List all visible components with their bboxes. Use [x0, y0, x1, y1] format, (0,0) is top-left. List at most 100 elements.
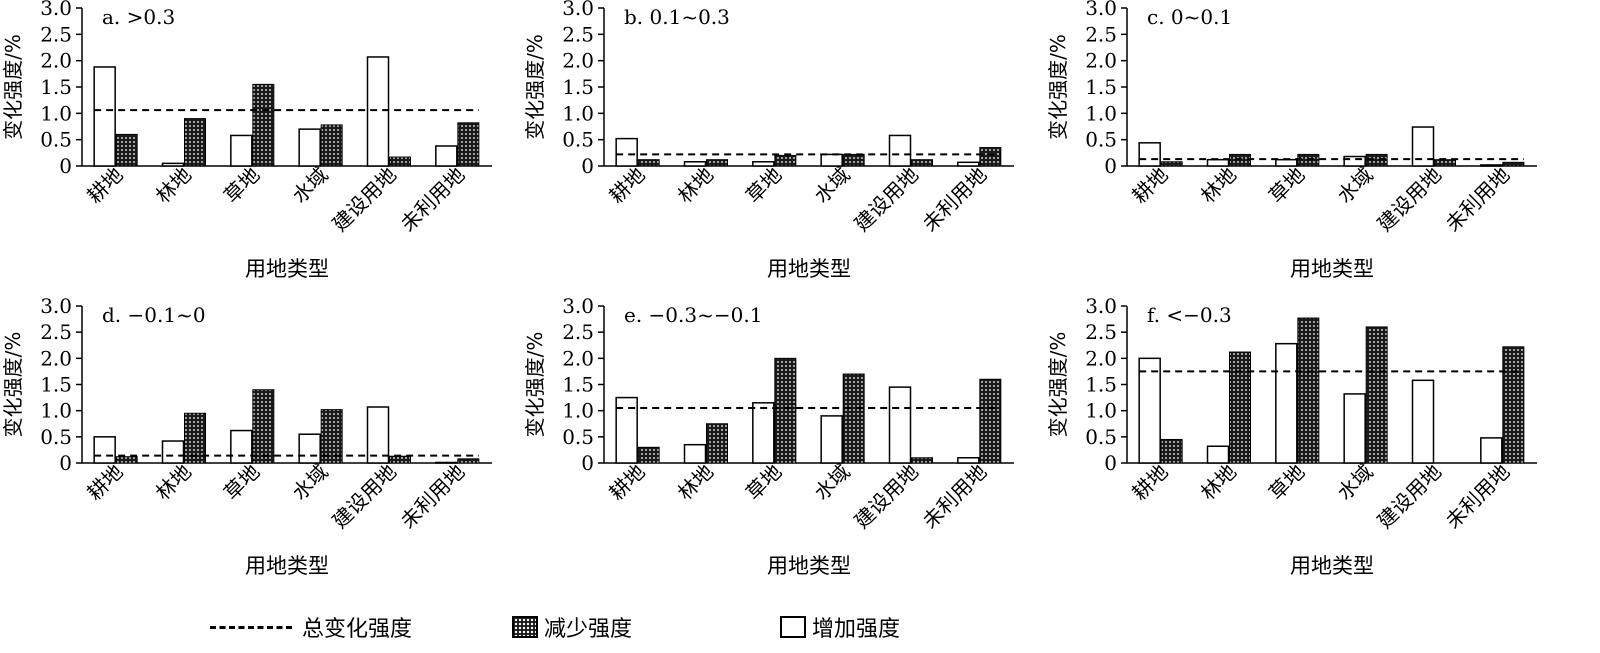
panel-title: d. −0.1~0 — [102, 303, 206, 327]
bar-increase — [1343, 155, 1366, 167]
y-tick-label: 0 — [581, 451, 594, 475]
bar-increase — [615, 137, 638, 167]
x-tick-label: 建设用地 — [327, 163, 401, 237]
bar-increase — [93, 436, 116, 464]
x-tick-label: 草地 — [1264, 460, 1309, 505]
bar-decrease — [706, 159, 728, 167]
y-tick-label: 2.5 — [562, 22, 594, 46]
y-tick-label: 1.0 — [562, 399, 594, 423]
x-tick-label: 未利用地 — [918, 460, 992, 534]
y-tick-label: 1.5 — [40, 373, 72, 397]
x-tick-label: 建设用地 — [1372, 163, 1446, 237]
bar-decrease — [1297, 317, 1320, 464]
y-axis-label: 变化强度/% — [1, 332, 25, 438]
x-tick-label: 建设用地 — [849, 460, 923, 534]
y-tick-label: 2.5 — [40, 320, 72, 344]
bar-decrease — [252, 83, 275, 167]
x-tick-label: 林地 — [151, 163, 196, 208]
bar-decrease — [774, 357, 797, 464]
y-axis-label: 变化强度/% — [1046, 332, 1070, 438]
y-tick-label: 2.5 — [562, 320, 594, 344]
bar-increase — [1411, 379, 1435, 464]
x-tick-label: 耕地 — [82, 460, 127, 505]
x-tick-label: 草地 — [219, 163, 264, 208]
bar-decrease — [911, 159, 933, 167]
y-tick-label: 0 — [59, 451, 72, 475]
x-tick-label: 耕地 — [1127, 163, 1172, 208]
y-tick-label: 2.5 — [40, 22, 72, 46]
x-tick-label: 未利用地 — [396, 460, 470, 534]
x-tick-label: 耕地 — [604, 460, 649, 505]
panel-title: e. −0.3~−0.1 — [624, 303, 762, 327]
chart-panel: 00.5 1.01.52.0 2.53.0 变化强度/% a. >0.3 耕地 林地 草地 水域… — [1, 0, 492, 281]
y-tick-label: 2.0 — [40, 49, 72, 73]
bar-increase — [615, 396, 638, 464]
x-tick-label: 耕地 — [82, 163, 127, 208]
bar-increase — [1206, 445, 1230, 464]
panel-title: c. 0~0.1 — [1147, 5, 1232, 29]
bar-increase — [93, 66, 116, 167]
bar-decrease — [706, 423, 728, 464]
bar-increase — [683, 161, 707, 167]
y-tick-label: 2.0 — [562, 346, 594, 370]
y-tick-label: 2.0 — [1085, 49, 1117, 73]
bar-increase — [888, 134, 912, 167]
panel-title: a. >0.3 — [102, 5, 175, 29]
bar-decrease — [774, 154, 797, 167]
y-tick-label: 3.0 — [40, 294, 72, 318]
y-tick-label: 0 — [1104, 451, 1117, 475]
x-tick-label: 未利用地 — [396, 163, 470, 237]
x-tick-label: 建设用地 — [1372, 460, 1446, 534]
x-tick-label: 草地 — [219, 460, 264, 505]
legend-increase-swatch — [780, 616, 806, 638]
bar-decrease — [184, 118, 206, 167]
bar-decrease — [115, 133, 138, 167]
y-tick-label: 0.5 — [1085, 128, 1117, 152]
x-tick-label: 水域 — [1332, 163, 1377, 208]
chart-panel: 00.51.01.5 2.02.53.0 变化强度/% d. −0.1~0 耕地 林地 草地… — [1, 294, 492, 578]
bar-increase — [957, 457, 980, 464]
bar-increase — [683, 443, 707, 464]
bar-decrease — [1297, 153, 1320, 167]
chart-panel: 00.5 1.01.52.0 2.53.0 变化强度/% c. 0~0.1 耕地 林地 草地水… — [1046, 0, 1537, 281]
bar-decrease — [637, 446, 660, 464]
y-tick-label: 1.0 — [1085, 399, 1117, 423]
bar-decrease — [911, 457, 933, 464]
y-tick-label: 3.0 — [562, 294, 594, 318]
x-tick-label: 未利用地 — [918, 163, 992, 237]
chart-panel: 00.51.01.5 2.02.53.0 变化强度/% e. −0.3~−0.1 耕地林… — [523, 294, 1014, 578]
bar-decrease — [1229, 351, 1251, 464]
bar-decrease — [320, 124, 343, 167]
legend-total: 总变化强度 — [210, 610, 412, 644]
bar-decrease — [1502, 161, 1525, 167]
legend-increase: 增加强度 — [780, 610, 900, 644]
bar-increase — [1480, 164, 1503, 167]
y-tick-label: 3.0 — [1085, 294, 1117, 318]
bar-increase — [298, 433, 321, 464]
bar-decrease — [1229, 153, 1251, 167]
x-axis-label: 用地类型 — [767, 554, 851, 578]
y-tick-label: 0.5 — [40, 425, 72, 449]
y-tick-label: 0.5 — [40, 128, 72, 152]
y-tick-label: 0.5 — [562, 425, 594, 449]
legend-decrease-swatch — [512, 616, 538, 638]
bar-decrease — [389, 455, 411, 464]
legend-total-label: 总变化强度 — [302, 617, 413, 642]
bar-increase — [1480, 437, 1503, 464]
x-axis-label: 用地类型 — [245, 554, 329, 578]
bar-increase — [820, 415, 843, 464]
y-tick-label: 1.5 — [40, 75, 72, 99]
x-tick-label: 草地 — [741, 460, 786, 505]
x-tick-label: 未利用地 — [1441, 460, 1515, 534]
y-tick-label: 1.0 — [1085, 101, 1117, 125]
y-tick-label: 0 — [1104, 154, 1117, 178]
y-axis-label: 变化强度/% — [1, 34, 25, 140]
y-tick-label: 0.5 — [1085, 425, 1117, 449]
x-tick-label: 水域 — [809, 163, 854, 208]
x-tick-label: 建设用地 — [327, 460, 401, 534]
y-tick-label: 2.5 — [1085, 320, 1117, 344]
bar-increase — [1138, 357, 1161, 464]
y-tick-label: 0 — [581, 154, 594, 178]
x-tick-label: 耕地 — [1127, 460, 1172, 505]
